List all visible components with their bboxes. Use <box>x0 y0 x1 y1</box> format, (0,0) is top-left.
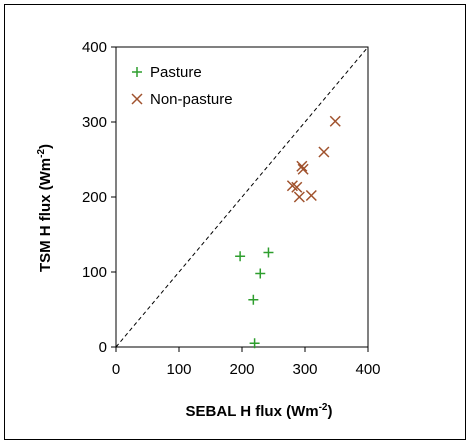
point-non-pasture-2 <box>293 191 305 203</box>
legend-label-non-pasture: Non-pasture <box>150 91 233 108</box>
chart-frame <box>4 4 466 440</box>
legend-marker-non-pasture <box>131 93 143 105</box>
y-tick-label-1: 100 <box>82 264 107 281</box>
x-tick-label-2: 200 <box>229 361 254 378</box>
point-non-pasture-3 <box>296 160 308 172</box>
legend-label-pasture: Pasture <box>150 64 202 81</box>
y-axis-title: TSM H flux (Wm-2) <box>36 144 54 272</box>
point-pasture-1 <box>248 294 259 305</box>
plot-area: 0 100 200 300 400 0 100 200 300 400 Pasture Non-pas… <box>82 39 381 378</box>
x-tick-label-3: 300 <box>292 361 317 378</box>
point-non-pasture-5 <box>305 189 317 202</box>
x-tick-label-0: 0 <box>112 361 120 378</box>
point-pasture-4 <box>263 247 274 258</box>
legend-marker-pasture <box>132 67 142 77</box>
x-tick-label-4: 400 <box>355 361 380 378</box>
y-tick-label-4: 400 <box>82 39 107 56</box>
x-axis-title: SEBAL H flux (Wm-2) <box>186 402 333 420</box>
y-tick-label-3: 300 <box>82 114 107 131</box>
point-non-pasture-1 <box>291 181 303 193</box>
point-non-pasture-7 <box>329 115 341 127</box>
point-pasture-3 <box>255 268 266 279</box>
y-tick-label-2: 200 <box>82 189 107 206</box>
one-to-one-line <box>115 46 369 348</box>
point-non-pasture-6 <box>318 146 330 158</box>
point-pasture-2 <box>249 338 260 349</box>
y-tick-label-0: 0 <box>99 339 107 356</box>
point-non-pasture-4 <box>297 163 309 175</box>
x-tick-label-1: 100 <box>166 361 191 378</box>
point-pasture-0 <box>235 251 246 262</box>
